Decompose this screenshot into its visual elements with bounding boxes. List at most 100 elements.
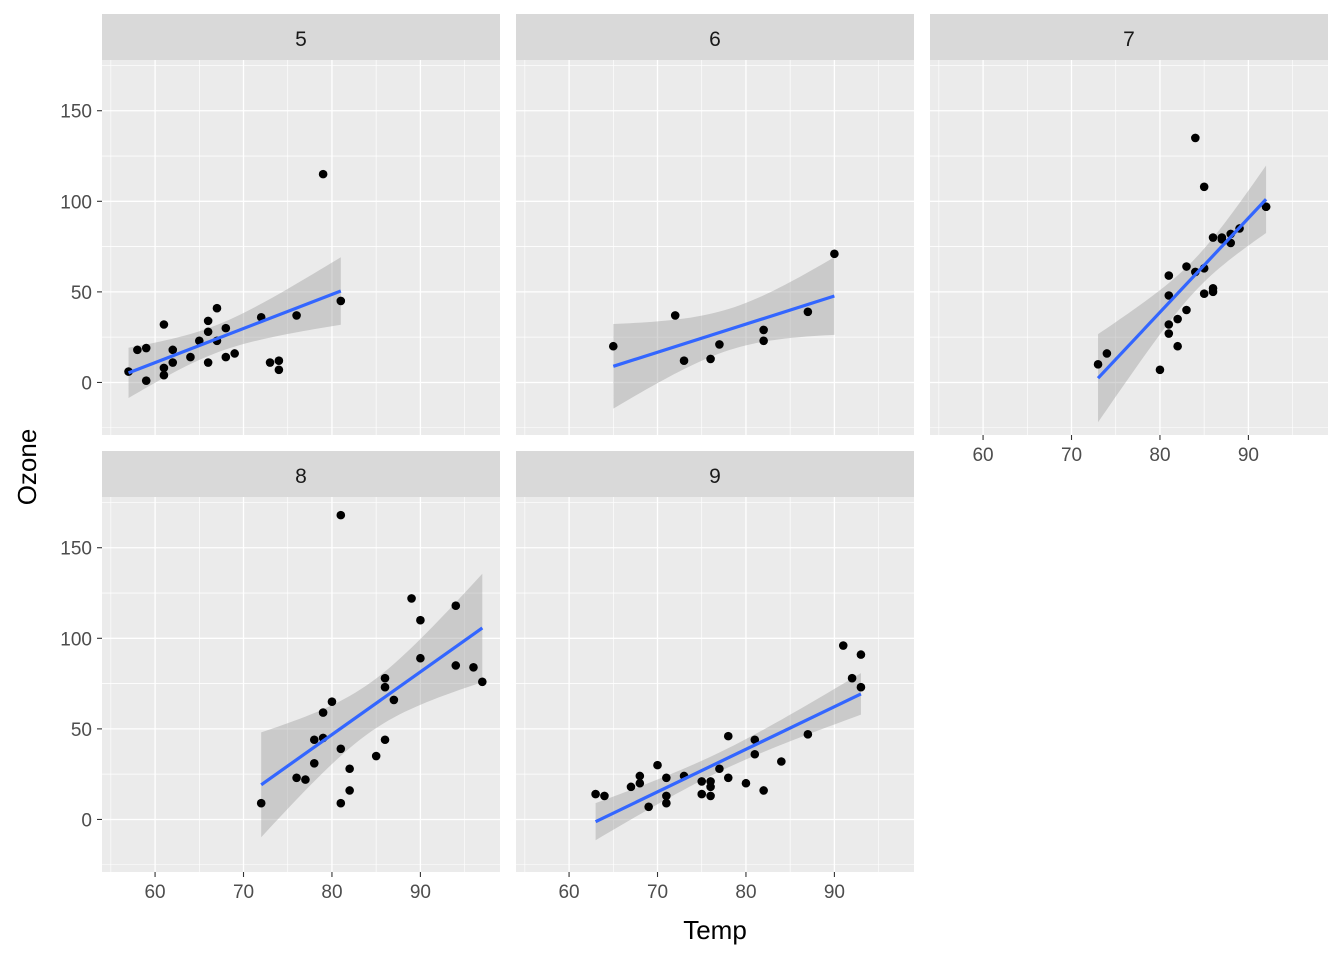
- data-point: [141, 376, 151, 385]
- data-point: [759, 325, 768, 335]
- panel-background: [516, 60, 914, 435]
- data-point: [635, 771, 645, 781]
- data-point: [168, 358, 178, 367]
- data-point: [706, 782, 715, 792]
- regression-line: [1096, 198, 1268, 380]
- data-point: [679, 356, 689, 366]
- data-point: [141, 343, 151, 353]
- data-point: [203, 327, 213, 337]
- data-point: [1217, 233, 1227, 242]
- regression-line: [127, 289, 342, 375]
- facet-strip-label: 9: [709, 465, 721, 488]
- data-point: [416, 653, 425, 663]
- y-tick-label: 50: [71, 720, 92, 741]
- data-point: [345, 786, 354, 795]
- data-point: [203, 358, 213, 367]
- facet-panel-6: 6: [516, 14, 914, 435]
- facet-strip-label: 5: [295, 28, 307, 51]
- data-point: [662, 773, 671, 783]
- confidence-band: [128, 257, 341, 399]
- x-tick-label: 60: [558, 882, 579, 903]
- facet-strip-label: 7: [1123, 28, 1135, 51]
- facet-strip: [102, 14, 500, 60]
- y-tick-label: 100: [60, 192, 92, 213]
- y-tick-label: 0: [81, 373, 92, 394]
- data-point: [1199, 182, 1209, 192]
- data-point: [1208, 287, 1218, 297]
- data-point: [706, 791, 715, 801]
- data-point: [1208, 233, 1218, 242]
- data-point: [591, 789, 600, 799]
- facet-strip: [516, 451, 914, 497]
- facet-strip: [102, 451, 500, 497]
- data-point: [697, 777, 707, 786]
- data-point: [750, 735, 760, 745]
- panel-background: [102, 60, 500, 435]
- y-tick-label: 150: [60, 539, 92, 560]
- facet-strip-label: 8: [295, 465, 307, 488]
- data-point: [159, 370, 169, 380]
- data-point: [644, 802, 653, 812]
- data-point: [309, 759, 319, 768]
- data-point: [608, 341, 618, 351]
- data-point: [221, 352, 231, 362]
- x-tick-label: 90: [410, 882, 431, 903]
- data-point: [327, 697, 337, 707]
- data-point: [697, 789, 707, 799]
- facet-panel-7: 7 60 70 80 90: [930, 14, 1328, 466]
- data-point: [1164, 320, 1174, 329]
- data-point: [133, 345, 142, 355]
- data-point: [777, 757, 786, 766]
- regression-line: [594, 692, 862, 824]
- data-point: [803, 307, 813, 317]
- data-point: [1173, 314, 1182, 324]
- data-point: [847, 673, 857, 683]
- data-point: [1182, 305, 1191, 315]
- data-point: [230, 349, 239, 358]
- data-point: [1182, 262, 1191, 271]
- data-point: [292, 773, 301, 783]
- data-point: [830, 249, 839, 259]
- data-point: [309, 735, 319, 745]
- panel-background: [102, 497, 500, 872]
- x-axis-title: Temp: [683, 915, 747, 945]
- data-point: [662, 798, 671, 808]
- data-point: [301, 775, 310, 784]
- data-point: [256, 798, 266, 808]
- x-tick-label: 70: [647, 882, 668, 903]
- x-tick-label: 90: [824, 882, 845, 903]
- data-point: [750, 749, 760, 759]
- data-point: [292, 311, 301, 320]
- data-point: [159, 320, 169, 329]
- x-tick-label: 70: [1061, 445, 1082, 466]
- data-point: [274, 356, 284, 366]
- panel-background: [930, 60, 1328, 435]
- data-point: [1155, 365, 1165, 375]
- data-point: [662, 791, 671, 801]
- confidence-band: [1098, 165, 1267, 423]
- data-point: [451, 661, 461, 670]
- data-point: [803, 730, 813, 739]
- y-tick-label: 100: [60, 629, 92, 650]
- data-point: [186, 352, 195, 362]
- data-point: [451, 601, 461, 610]
- data-point: [380, 673, 390, 683]
- facet-strip: [930, 14, 1328, 60]
- data-point: [336, 744, 346, 754]
- data-point: [318, 708, 328, 717]
- data-point: [715, 764, 724, 774]
- data-point: [653, 760, 662, 770]
- data-point: [1093, 360, 1103, 369]
- data-point: [838, 641, 848, 650]
- x-tick-label: 80: [735, 882, 756, 903]
- data-point: [706, 354, 715, 364]
- data-point: [380, 735, 390, 745]
- data-point: [380, 682, 390, 692]
- data-point: [274, 365, 284, 375]
- facet-strip: [516, 14, 914, 60]
- data-point: [407, 594, 416, 603]
